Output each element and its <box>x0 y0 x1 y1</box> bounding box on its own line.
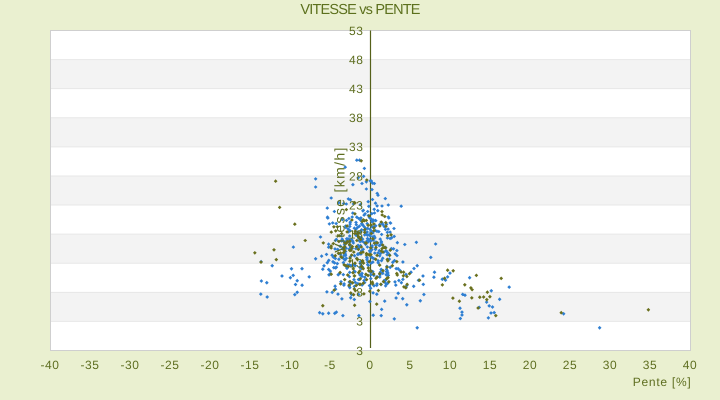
svg-text:48: 48 <box>349 53 363 67</box>
svg-text:13: 13 <box>349 257 363 271</box>
svg-text:-25: -25 <box>161 358 180 372</box>
svg-text:18: 18 <box>349 227 363 241</box>
svg-text:3: 3 <box>356 315 363 329</box>
svg-text:25: 25 <box>563 358 577 372</box>
svg-text:-15: -15 <box>241 358 260 372</box>
svg-text:-40: -40 <box>41 358 60 372</box>
svg-text:3: 3 <box>356 344 363 358</box>
svg-text:-5: -5 <box>324 358 336 372</box>
svg-text:40: 40 <box>683 358 697 372</box>
svg-text:10: 10 <box>443 358 457 372</box>
svg-text:30: 30 <box>603 358 617 372</box>
svg-text:Pente [%]: Pente [%] <box>633 375 692 389</box>
svg-text:5: 5 <box>406 358 413 372</box>
svg-text:-30: -30 <box>121 358 140 372</box>
svg-text:28: 28 <box>349 169 363 183</box>
svg-text:-35: -35 <box>81 358 100 372</box>
svg-text:35: 35 <box>643 358 657 372</box>
svg-text:Vitesse [km/h]: Vitesse [km/h] <box>332 146 348 253</box>
svg-text:43: 43 <box>349 82 363 96</box>
svg-text:20: 20 <box>523 358 537 372</box>
svg-text:38: 38 <box>349 111 363 125</box>
svg-text:VITESSE vs PENTE: VITESSE vs PENTE <box>300 2 420 18</box>
svg-text:-10: -10 <box>281 358 300 372</box>
svg-text:8: 8 <box>356 286 363 300</box>
svg-text:23: 23 <box>349 198 363 212</box>
svg-text:33: 33 <box>349 140 363 154</box>
svg-text:15: 15 <box>483 358 497 372</box>
svg-text:-20: -20 <box>201 358 220 372</box>
svg-text:53: 53 <box>349 24 363 38</box>
svg-text:0: 0 <box>366 358 373 372</box>
